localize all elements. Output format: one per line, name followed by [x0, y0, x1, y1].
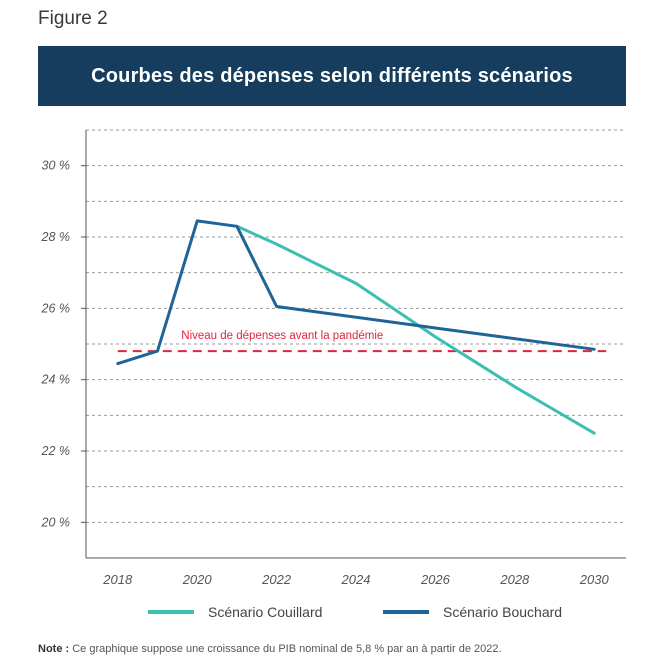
line-chart: 20 % 22 % 24 % 26 % 28 % 30 % 2018 2020 2022 2024…	[41, 129, 626, 587]
chart-area: 20 % 22 % 24 % 26 % 28 % 30 % 2018 2020 2022 2024…	[0, 110, 670, 600]
legend-label-couillard: Scénario Couillard	[208, 604, 323, 620]
legend-label-bouchard: Scénario Bouchard	[443, 604, 563, 620]
y-tick-label: 24 %	[41, 373, 71, 387]
chart-title-banner: Courbes des dépenses selon différents sc…	[38, 46, 626, 106]
x-tick-label: 2020	[182, 572, 213, 587]
legend: Scénario Couillard Scénario Bouchard	[0, 604, 670, 634]
series-line-couillard	[235, 224, 596, 435]
x-tick-label: 2026	[420, 572, 451, 587]
x-tick-label: 2022	[261, 572, 292, 587]
x-tick-label: 2024	[341, 572, 371, 587]
footnote-label: Note :	[38, 643, 70, 655]
legend-swatch-bouchard	[383, 610, 429, 614]
legend-item-bouchard: Scénario Bouchard	[383, 604, 562, 620]
reference-line-label: Niveau de dépenses avant la pandémie	[181, 330, 383, 342]
footnote: Note : Ce graphique suppose une croissan…	[38, 643, 502, 655]
y-tick-label: 20 %	[41, 515, 71, 529]
legend-item-couillard: Scénario Couillard	[148, 604, 322, 620]
x-tick-label: 2028	[499, 572, 530, 587]
chart-title: Courbes des dépenses selon différents sc…	[91, 64, 573, 87]
y-tick-label: 22 %	[41, 444, 71, 458]
footnote-text: Ce graphique suppose une croissance du P…	[72, 643, 502, 655]
x-tick-label: 2030	[579, 572, 610, 587]
y-tick-label: 30 %	[42, 159, 71, 173]
x-tick-label: 2018	[102, 572, 133, 587]
series-line-bouchard	[116, 219, 596, 366]
figure-label: Figure 2	[38, 8, 108, 29]
y-tick-label: 26 %	[41, 301, 71, 315]
y-tick-label: 28 %	[41, 230, 71, 244]
legend-swatch-couillard	[148, 610, 194, 614]
